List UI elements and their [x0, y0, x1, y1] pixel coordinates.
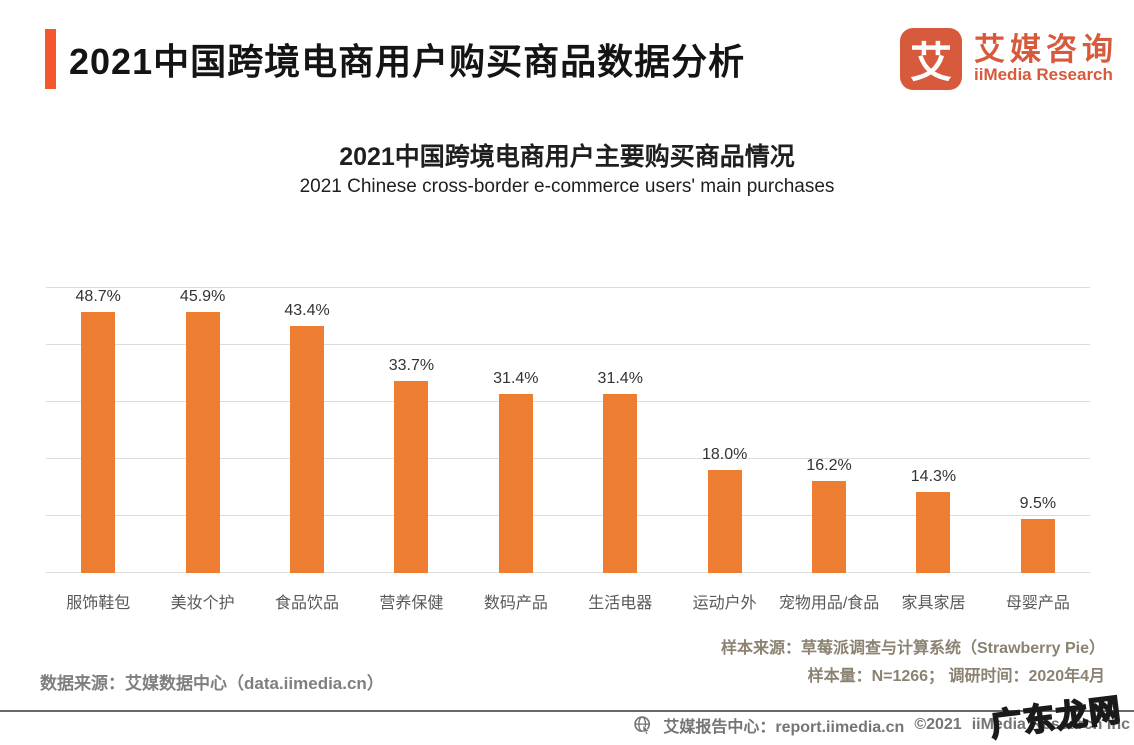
- iimedia-logo-icon: 艾: [900, 28, 962, 90]
- category-label: 母婴产品: [1005, 595, 1070, 612]
- bar-column: 45.9%: [150, 288, 254, 573]
- bar-column: 9.5%: [986, 288, 1090, 573]
- sample-notes: 样本来源：草莓派调查与计算系统（Strawberry Pie） 样本量：N=12…: [721, 635, 1105, 691]
- sample-size-note: 样本量：N=1266； 调研时间：2020年4月: [807, 668, 1105, 685]
- bar-value-label: 16.2%: [806, 456, 852, 474]
- bar-column: 43.4%: [255, 288, 359, 573]
- category-label: 家具家居: [901, 595, 966, 612]
- footer-bar: 艾媒报告中心：report.iimedia.cn ©2021 iiMedia R…: [0, 710, 1134, 737]
- page-title: 2021中国跨境电商用户购买商品数据分析: [69, 41, 746, 82]
- accent-bar: [45, 29, 56, 89]
- category-label: 美妆个护: [170, 595, 235, 612]
- category-axis: 服饰鞋包 美妆个护 食品饮品 营养保健 数码产品 生活电器 运动户外 宠物用品/食品 家具家居 母…: [46, 589, 1090, 613]
- bar-value-label: 43.4%: [284, 301, 330, 319]
- bars-row: 48.7% 45.9% 43.4% 33.7% 31.4% 31.4% 18.0% 16.2%…: [46, 288, 1090, 573]
- logo-name-en: iiMedia Research: [974, 65, 1113, 85]
- bar: [812, 480, 847, 573]
- bar-value-label: 33.7%: [388, 356, 435, 374]
- bar: [394, 380, 429, 573]
- footer-report-center: 艾媒报告中心：report.iimedia.cn: [663, 718, 905, 736]
- plot-area: 48.7% 45.9% 43.4% 33.7% 31.4% 31.4% 18.0% 16.2%…: [46, 287, 1090, 573]
- logo-name-cn: 艾媒咨询: [974, 31, 1118, 67]
- globe-cursor-icon: [634, 715, 651, 734]
- data-source-note: 数据来源：艾媒数据中心（data.iimedia.cn）: [40, 674, 384, 693]
- bar: [1020, 518, 1055, 573]
- category-label: 服饰鞋包: [66, 595, 131, 612]
- chart-title: 2021中国跨境电商用户主要购买商品情况: [339, 143, 795, 171]
- category-label: 生活电器: [588, 595, 653, 612]
- bar: [185, 312, 220, 573]
- category-label: 宠物用品/食品: [778, 595, 880, 612]
- gridline: [46, 344, 1090, 345]
- bar: [81, 312, 116, 573]
- iimedia-logo: 艾 艾媒咨询 iiMedia Research: [900, 28, 1118, 90]
- bar-value-label: 14.3%: [910, 467, 957, 485]
- category-label: 数码产品: [483, 595, 548, 612]
- sample-source-note: 样本来源：草莓派调查与计算系统（Strawberry Pie）: [720, 640, 1105, 657]
- gridline: [46, 458, 1090, 459]
- bar-value-label: 48.7%: [75, 288, 121, 305]
- bar: [707, 470, 742, 573]
- bar-column: 14.3%: [881, 288, 985, 573]
- title-block: 2021中国跨境电商用户购买商品数据分析: [45, 29, 745, 89]
- gridline: [46, 515, 1090, 516]
- bar-value-label: 45.9%: [179, 288, 226, 305]
- category-label: 食品饮品: [275, 595, 340, 612]
- bar-value-label: 31.4%: [493, 370, 539, 388]
- logo-text: 艾媒咨询 iiMedia Research: [974, 31, 1118, 85]
- bar-value-label: 9.5%: [1019, 494, 1057, 512]
- footer-copyright: ©2021: [914, 715, 962, 733]
- chart-subtitle: 2021 Chinese cross-border e-commerce use…: [299, 176, 835, 197]
- category-label: 运动户外: [692, 595, 757, 612]
- bar-column: 31.4%: [464, 288, 568, 573]
- gridline: [46, 572, 1090, 573]
- bar-column: 31.4%: [568, 288, 672, 573]
- bar-value-label: 18.0%: [701, 446, 748, 464]
- bar-column: 18.0%: [672, 288, 776, 573]
- bar-column: 16.2%: [777, 288, 881, 573]
- footer-company: iiMedia Research Inc: [971, 715, 1130, 733]
- gridline: [46, 287, 1090, 288]
- bar: [603, 394, 638, 573]
- bar: [290, 325, 325, 573]
- gridline: [46, 401, 1090, 402]
- bar-value-label: 31.4%: [597, 370, 643, 388]
- bar-column: 48.7%: [46, 288, 150, 573]
- bar: [498, 394, 533, 573]
- bar-column: 33.7%: [359, 288, 463, 573]
- header: 2021中国跨境电商用户购买商品数据分析 艾 艾媒咨询 iiMedia Rese…: [45, 27, 1118, 91]
- bar: [916, 491, 951, 573]
- category-label: 营养保健: [379, 595, 444, 612]
